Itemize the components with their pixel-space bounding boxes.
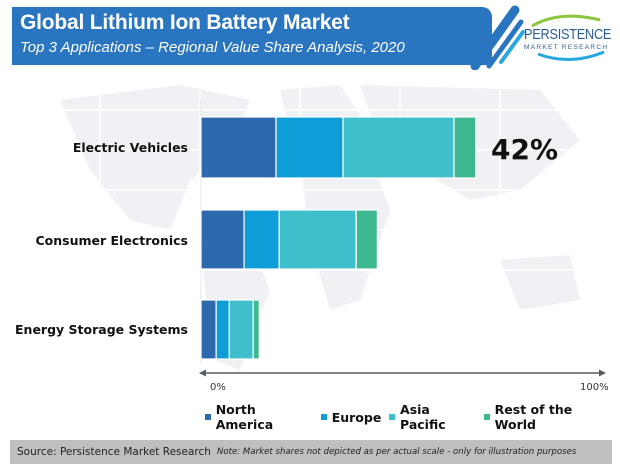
category-label-electric-vehicles: Electric Vehicles [72,140,188,155]
legend-label: North America [215,402,274,432]
note-text: Note: Market shares not depicted as per … [216,447,577,457]
legend-swatch-north-america [205,414,211,420]
legend-label: Rest of the World [494,402,573,432]
bar-consumer-electronics-north-america [200,209,245,270]
legend-item-north-america: North America [205,402,313,432]
bar-electric-vehicles-rest-of-the-world [453,116,477,179]
chart-legend: North America Europe Asia Pacific Rest o… [205,402,620,432]
logo-name: PERSISTENCE [524,26,612,43]
persistence-logo: PERSISTENCE MARKET RESEARCH [520,12,618,62]
legend-label: Asia Pacific [400,402,446,432]
axis-arrow-left-icon [199,369,206,377]
bar-energy-storage-systems-rest-of-the-world [252,299,260,360]
bar-electric-vehicles-north-america [200,116,277,179]
logo-swoosh-icon [531,14,605,62]
footer-bar: Source: Persistence Market Research Note… [10,440,612,464]
bar-energy-storage-systems-europe [215,299,230,360]
legend-swatch-rest-of-world [483,414,490,420]
source-text: Source: Persistence Market Research [17,446,211,458]
x-tick-label-0: 0% [210,382,226,393]
axis-arrow-right-icon [599,369,606,377]
bar-consumer-electronics-rest-of-the-world [355,209,378,270]
legend-item-asia-pacific: Asia Pacific [389,402,476,432]
bar-electric-vehicles-asia-pacific [342,116,455,179]
legend-item-europe: Europe [320,409,382,425]
legend-swatch-europe [320,414,327,420]
bar-energy-storage-systems-asia-pacific [228,299,254,360]
chart-subtitle: Top 3 Applications – Regional Value Shar… [20,39,405,56]
title-banner: Global Lithium Ion Battery Market Top 3 … [12,7,492,65]
ev-share-annotation: 42% [491,133,559,166]
bar-energy-storage-systems-north-america [200,299,217,360]
legend-swatch-asia-pacific [389,414,396,420]
bar-consumer-electronics-asia-pacific [278,209,357,270]
legend-item-rest-of-world: Rest of the World [483,402,612,432]
category-label-consumer-electronics: Consumer Electronics [35,233,189,248]
legend-label: Europe [331,409,382,425]
category-label-energy-storage-systems: Energy Storage Systems [15,322,188,337]
chart-title: Global Lithium Ion Battery Market [20,11,350,34]
bar-consumer-electronics-europe [243,209,280,270]
logo-tagline: MARKET RESEARCH [524,44,609,51]
bar-electric-vehicles-europe [275,116,344,179]
x-tick-label-100: 100% [580,382,609,393]
decorative-stripes-icon [470,5,525,70]
